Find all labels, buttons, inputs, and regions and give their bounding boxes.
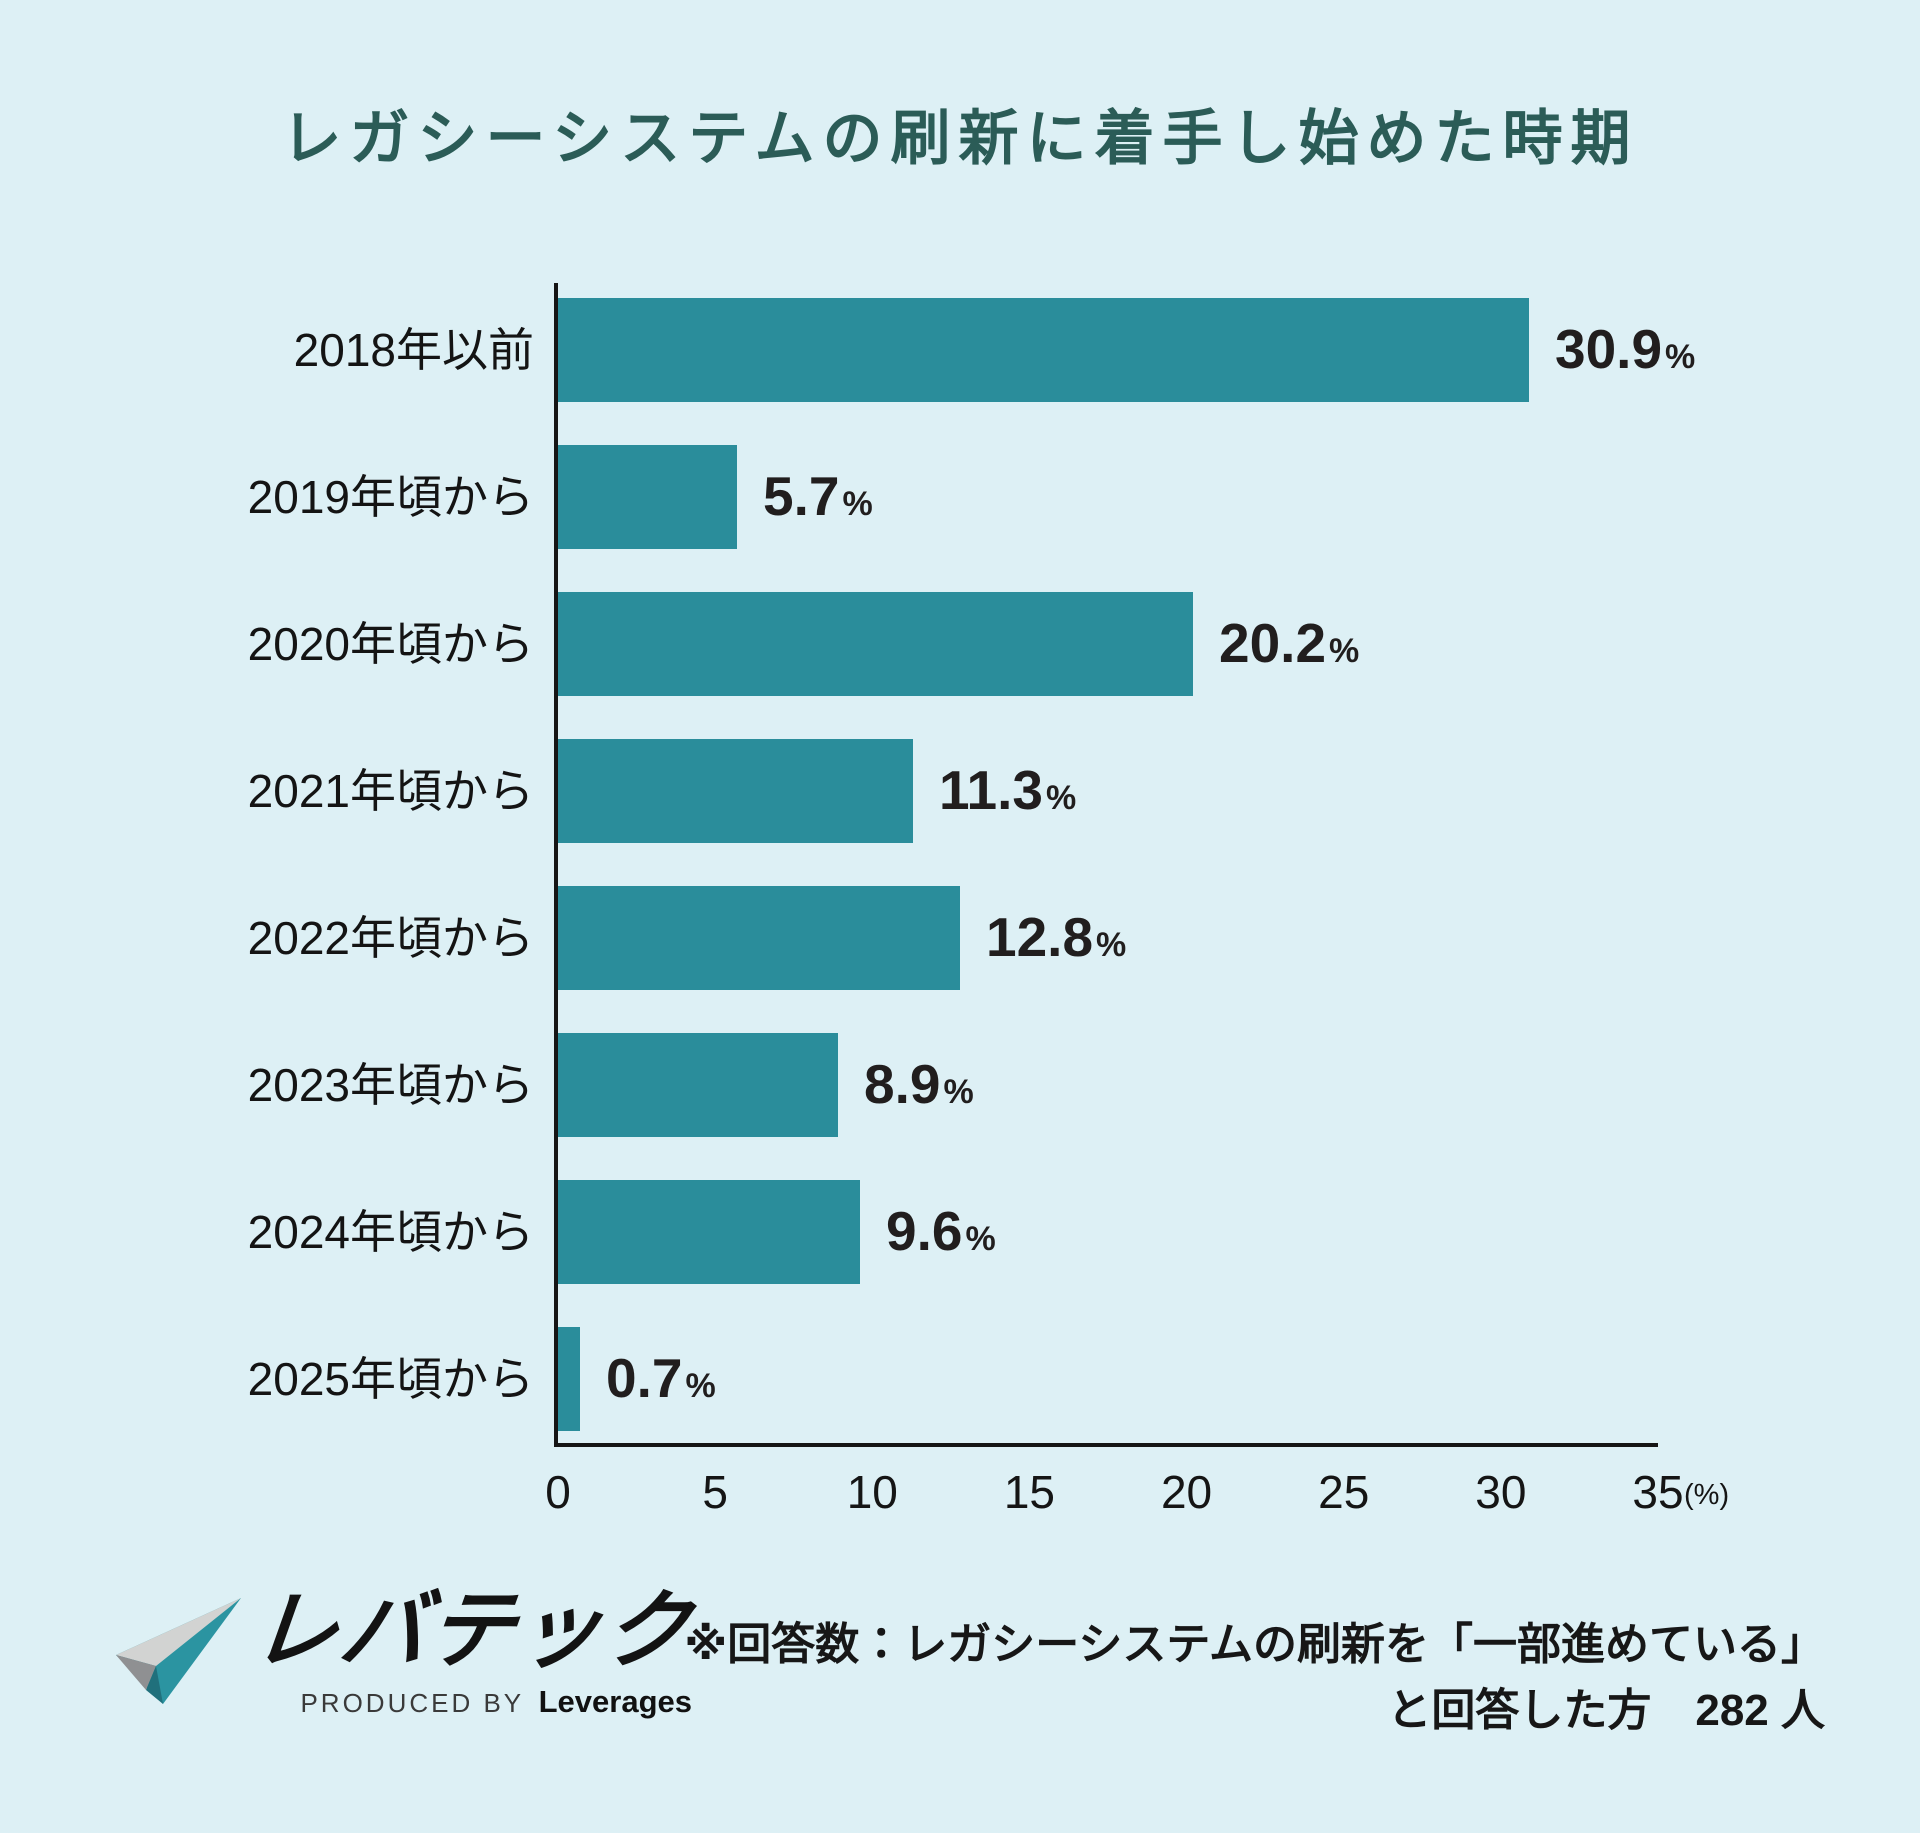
percent-sign: % — [1665, 338, 1696, 376]
category-label: 2025年頃から — [247, 1353, 534, 1405]
chart-title: レガシーシステムの刷新に着手し始めた時期 — [281, 105, 1639, 172]
produced-by-label: PRODUCED BY — [300, 1688, 525, 1719]
value-number: 9.6 — [886, 1200, 963, 1262]
percent-sign: % — [1096, 926, 1127, 964]
value-label: 12.8% — [986, 905, 1126, 969]
value-label: 30.9% — [1555, 317, 1695, 381]
leverages-label: Leverages — [538, 1684, 692, 1720]
survey-note-line1: ※回答数：レガシーシステムの刷新を「一部進めている」 — [684, 1620, 1825, 1669]
category-label: 2023年頃から — [247, 1059, 534, 1111]
category-label: 2024年頃から — [247, 1206, 534, 1258]
x-tick-label: 20 — [1160, 1466, 1213, 1518]
bar — [558, 886, 960, 990]
percent-sign: % — [1329, 632, 1360, 670]
bar — [558, 445, 737, 549]
survey-note: ※回答数：レガシーシステムの刷新を「一部進めている」 と回答した方 282 人 — [684, 1612, 1825, 1744]
survey-note-line2: と回答した方 282 人 — [1387, 1686, 1825, 1735]
produced-by-line: PRODUCED BY Leverages — [252, 1684, 692, 1720]
value-number: 0.7 — [606, 1347, 683, 1409]
value-label: 9.6% — [886, 1199, 996, 1263]
value-number: 5.7 — [763, 465, 840, 527]
value-label: 11.3% — [939, 758, 1076, 822]
percent-sign: % — [965, 1220, 996, 1258]
levtech-logo-wordmark: レバテック — [246, 1583, 698, 1679]
percent-sign: % — [1046, 779, 1077, 817]
bar — [558, 1180, 860, 1284]
bar — [558, 298, 1529, 402]
x-tick-label: 35 — [1632, 1466, 1684, 1518]
x-tick-label: 15 — [1003, 1466, 1056, 1518]
bar — [558, 592, 1193, 696]
percent-sign: % — [685, 1367, 716, 1405]
value-label: 8.9% — [864, 1052, 974, 1116]
category-label: 2020年頃から — [247, 618, 534, 670]
levtech-logo-mark-icon — [116, 1598, 241, 1704]
value-number: 11.3 — [939, 759, 1044, 821]
category-label: 2019年頃から — [247, 471, 534, 523]
bar — [558, 739, 913, 843]
bar — [558, 1327, 580, 1431]
levtech-logo-text-block: レバテック PRODUCED BY Leverages — [247, 1583, 697, 1720]
x-tick-label: 5 — [702, 1466, 728, 1518]
bar-chart-plot-area: 2018年以前 30.9% 2019年頃から 5.7% 2020年頃から 20.2% 202… — [248, 283, 1729, 1518]
value-number: 20.2 — [1219, 612, 1327, 674]
value-number: 8.9 — [864, 1053, 941, 1115]
bar — [558, 1033, 838, 1137]
percent-sign: % — [842, 485, 873, 523]
value-label: 5.7% — [763, 464, 873, 528]
category-label: 2018年以前 — [293, 324, 534, 376]
levtech-logo: レバテック PRODUCED BY Leverages — [98, 1583, 697, 1720]
x-axis-unit-label: (%) — [1684, 1479, 1730, 1511]
percent-sign: % — [943, 1073, 974, 1111]
value-number: 12.8 — [986, 906, 1094, 968]
x-tick-label: 10 — [846, 1466, 898, 1518]
value-label: 0.7% — [606, 1346, 716, 1410]
category-label: 2021年頃から — [247, 765, 534, 817]
category-label: 2022年頃から — [247, 912, 534, 964]
value-label: 20.2% — [1219, 611, 1359, 675]
x-tick-label: 30 — [1475, 1466, 1527, 1518]
x-tick-label: 0 — [545, 1466, 571, 1518]
x-tick-label: 25 — [1318, 1466, 1370, 1518]
value-number: 30.9 — [1555, 318, 1663, 380]
